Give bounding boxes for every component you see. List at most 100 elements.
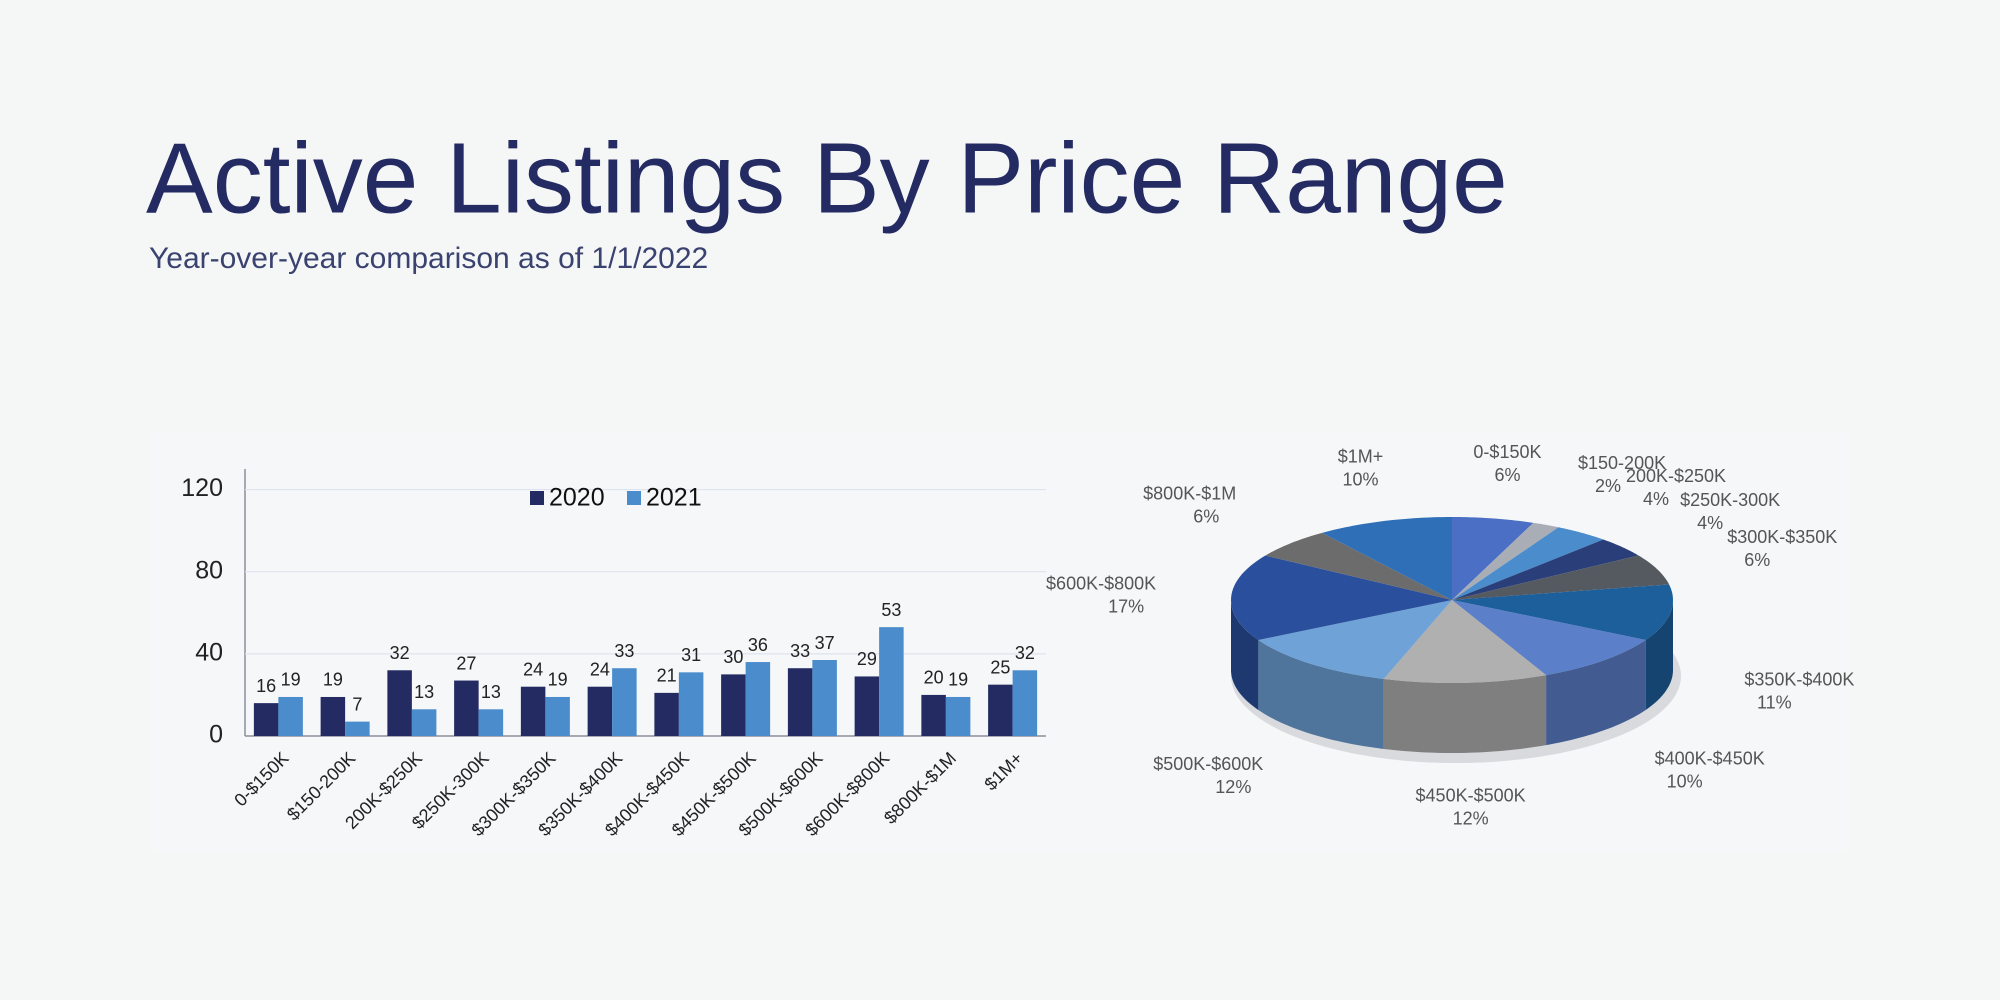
pie-value-label: 12% — [1453, 808, 1489, 828]
pie-value-label: 11% — [1757, 692, 1792, 712]
pie-category-label: $1M+ — [1338, 447, 1384, 467]
bar — [678, 672, 704, 736]
bar — [654, 692, 679, 736]
bar — [879, 627, 904, 736]
pie-slice — [1452, 539, 1639, 600]
bar — [411, 709, 437, 736]
data-label: 37 — [815, 633, 835, 653]
pie-category-label: $150-200K — [1578, 453, 1666, 473]
pie-value-label: 6% — [1744, 550, 1770, 570]
pie-category-label: $800K-$1M — [1143, 483, 1236, 503]
data-label: 7 — [352, 694, 362, 714]
data-label: 32 — [1015, 643, 1035, 663]
bar — [320, 696, 346, 736]
bar — [1012, 670, 1038, 736]
data-label: 27 — [456, 653, 476, 673]
pie-slice-side — [1258, 639, 1384, 749]
data-label: 20 — [924, 668, 944, 688]
legend-label: 2021 — [646, 484, 702, 512]
bar — [721, 674, 746, 736]
pie-category-label: 0-$150K — [1473, 442, 1541, 462]
pie-slice — [1452, 584, 1673, 640]
y-tick-label: 40 — [195, 638, 223, 666]
pie-slice — [1231, 555, 1452, 640]
legend-swatch — [530, 491, 544, 505]
bar — [921, 694, 946, 736]
pie-category-label: 200K-$250K — [1626, 466, 1726, 486]
pie-slice — [1452, 600, 1646, 676]
bar — [253, 703, 279, 736]
pie-slice — [1452, 522, 1559, 600]
bar — [854, 676, 880, 736]
data-label: 33 — [614, 641, 634, 661]
bar — [787, 668, 813, 736]
data-label: 30 — [723, 647, 743, 667]
legend-label: 2020 — [549, 484, 605, 512]
pie-value-label: 10% — [1343, 470, 1379, 490]
pie-value-label: 6% — [1494, 465, 1520, 485]
pie-value-label: 10% — [1667, 771, 1703, 791]
pie-slice — [1452, 555, 1670, 600]
legend-swatch — [627, 491, 641, 505]
data-label: 19 — [281, 670, 301, 690]
bar — [612, 668, 637, 736]
data-label: 19 — [948, 670, 968, 690]
pie-value-label: 4% — [1643, 489, 1669, 509]
bar — [387, 670, 412, 736]
data-label: 24 — [590, 659, 610, 679]
data-label: 33 — [790, 641, 810, 661]
pie-category-label: $400K-$450K — [1655, 748, 1765, 768]
pie-category-label: $250K-300K — [1680, 490, 1780, 510]
data-label: 16 — [256, 676, 276, 696]
bar — [345, 721, 370, 736]
data-label: 25 — [990, 657, 1010, 677]
y-tick-label: 120 — [181, 474, 223, 502]
bar — [454, 680, 479, 736]
pie-slice-side — [1546, 639, 1646, 746]
bar — [520, 686, 546, 736]
pie-category-label: $350K-$400K — [1744, 669, 1854, 689]
data-label: 36 — [748, 635, 768, 655]
bar — [745, 662, 771, 736]
pie-value-label: 17% — [1108, 596, 1144, 616]
bar — [988, 684, 1013, 736]
data-label: 19 — [323, 670, 343, 690]
bar — [278, 696, 303, 736]
pie-slice — [1452, 517, 1534, 600]
data-label: 21 — [657, 666, 677, 686]
pie-category-label: $300K-$350K — [1727, 527, 1837, 547]
data-label: 24 — [523, 659, 543, 679]
data-label: 29 — [857, 649, 877, 669]
data-label: 32 — [390, 643, 410, 663]
data-label: 13 — [414, 682, 434, 702]
pie-category-label: $450K-$500K — [1416, 785, 1526, 805]
y-tick-label: 80 — [195, 556, 223, 584]
pie-value-label: 4% — [1697, 513, 1723, 533]
pie-slice — [1452, 527, 1604, 600]
bar — [587, 686, 613, 736]
data-label: 53 — [881, 600, 901, 620]
bar — [945, 696, 971, 736]
bar — [478, 709, 504, 736]
y-tick-label: 0 — [209, 721, 223, 749]
pie-slice — [1258, 600, 1452, 679]
pie-value-label: 2% — [1595, 476, 1621, 496]
pie-category-label: $500K-$600K — [1153, 754, 1263, 774]
page-subtitle: Year-over-year comparison as of 1/1/2022 — [149, 242, 708, 275]
pie-slice-side — [1383, 675, 1547, 753]
pie-category-label: $600K-$800K — [1046, 573, 1156, 593]
pie-slice-side — [1231, 600, 1259, 710]
pie-slice — [1322, 517, 1452, 600]
pie-slice — [1265, 532, 1452, 600]
data-label: 13 — [481, 682, 501, 702]
pie-value-label: 12% — [1215, 777, 1251, 797]
page-title: Active Listings By Price Range — [146, 122, 1508, 234]
bar — [545, 696, 570, 736]
bar — [812, 660, 837, 736]
data-label: 31 — [681, 645, 701, 665]
pie-slice-side — [1645, 600, 1673, 710]
data-label: 19 — [548, 670, 568, 690]
pie-slice — [1383, 600, 1547, 683]
